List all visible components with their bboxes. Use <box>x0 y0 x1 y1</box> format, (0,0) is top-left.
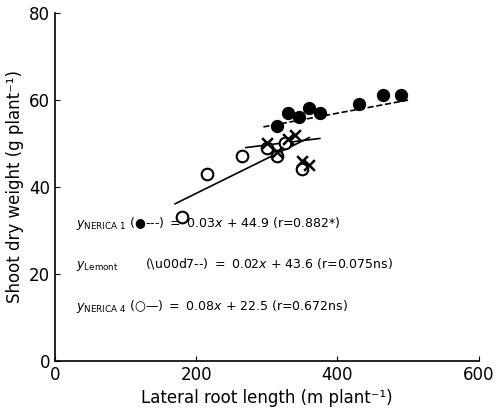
Point <box>306 105 314 112</box>
Point <box>284 109 292 116</box>
Point <box>294 114 302 121</box>
Point <box>238 153 246 159</box>
Point <box>298 166 306 173</box>
Point <box>178 214 186 221</box>
Point <box>203 171 211 177</box>
Point <box>354 101 362 107</box>
Point <box>263 144 271 151</box>
Point <box>291 131 299 138</box>
Point <box>274 149 281 155</box>
Point <box>274 153 281 159</box>
Text: $\it{y}$$_{\mathregular{NERICA\ 4}}$ (○—) $=$ 0.08$\it{x}$ + 22.5 (r=0.672ns): $\it{y}$$_{\mathregular{NERICA\ 4}}$ (○—… <box>76 298 348 315</box>
Point <box>397 92 405 99</box>
Point <box>316 109 324 116</box>
Point <box>306 162 314 169</box>
X-axis label: Lateral root length (m plant⁻¹): Lateral root length (m plant⁻¹) <box>141 389 393 408</box>
Point <box>274 123 281 129</box>
Point <box>298 157 306 164</box>
Text: $\it{y}$$_{\mathregular{Lemont}}$       (\u00d7--) $=$ 0.02$\it{x}$ + 43.6 (r=0.: $\it{y}$$_{\mathregular{Lemont}}$ (\u00d… <box>76 256 394 273</box>
Point <box>284 135 292 142</box>
Point <box>380 92 388 99</box>
Text: $\it{y}$$_{\mathregular{NERICA\ 1}}$ (●---) $=$ 0.03$\it{x}$ + 44.9 (r=0.882*): $\it{y}$$_{\mathregular{NERICA\ 1}}$ (●-… <box>76 215 340 232</box>
Point <box>280 140 288 147</box>
Y-axis label: Shoot dry weight (g plant⁻¹): Shoot dry weight (g plant⁻¹) <box>6 70 24 303</box>
Point <box>263 140 271 147</box>
